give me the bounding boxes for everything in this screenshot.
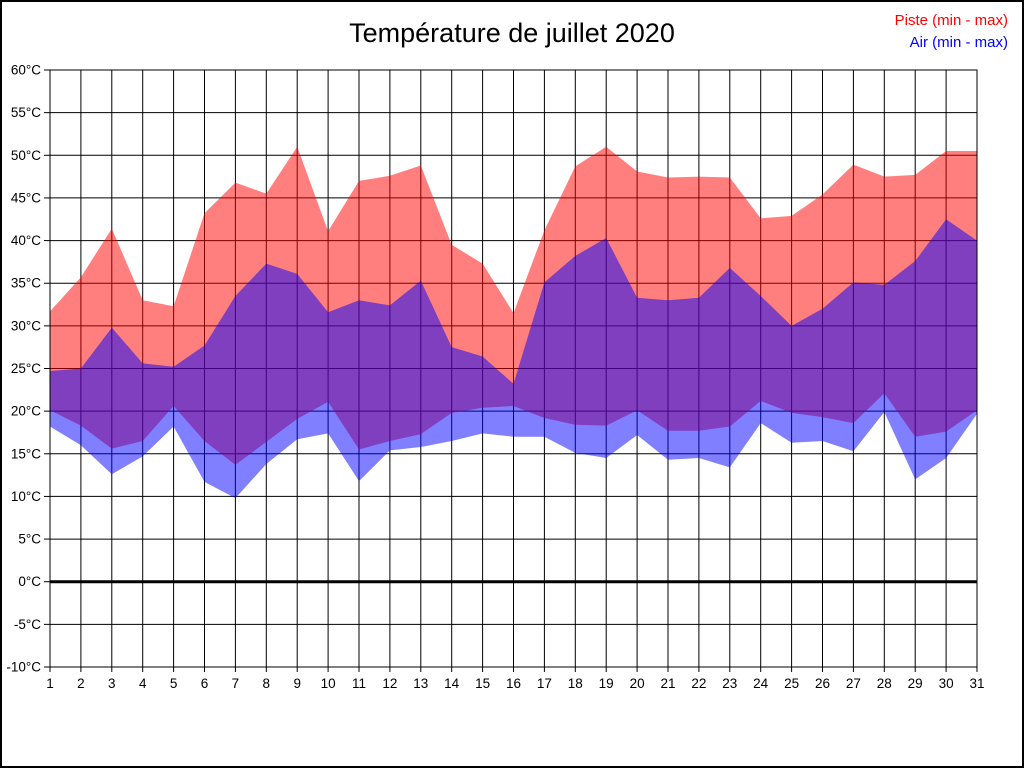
y-tick-label: 20°C [11, 404, 41, 419]
y-tick-label: 25°C [11, 361, 41, 376]
legend: Piste (min - max) Air (min - max) [895, 10, 1008, 54]
y-tick-label: 0°C [18, 574, 41, 589]
y-tick-label: 30°C [11, 318, 41, 333]
x-tick-label: 22 [691, 676, 706, 691]
x-tick-label: 7 [232, 676, 240, 691]
x-tick-label: 2 [77, 676, 85, 691]
x-tick-label: 20 [630, 676, 645, 691]
y-tick-label: -5°C [14, 617, 41, 632]
x-tick-label: 15 [475, 676, 490, 691]
x-tick-label: 26 [815, 676, 830, 691]
x-tick-label: 11 [352, 676, 366, 691]
y-tick-label: 35°C [11, 276, 41, 291]
y-tick-label: 5°C [18, 532, 41, 547]
x-tick-label: 27 [846, 676, 861, 691]
y-tick-label: 40°C [11, 233, 41, 248]
x-tick-label: 24 [753, 676, 769, 691]
x-tick-label: 29 [908, 676, 923, 691]
x-tick-label: 28 [877, 676, 892, 691]
x-tick-label: 12 [382, 676, 397, 691]
y-tick-label: -10°C [6, 660, 41, 675]
y-tick-label: 15°C [11, 446, 41, 461]
x-tick-label: 30 [939, 676, 954, 691]
y-tick-label: 10°C [11, 489, 41, 504]
air-band [50, 219, 977, 499]
x-tick-label: 19 [599, 676, 614, 691]
x-tick-label: 5 [170, 676, 178, 691]
x-tick-label: 4 [139, 676, 147, 691]
x-tick-label: 6 [201, 676, 209, 691]
x-tick-label: 16 [506, 676, 521, 691]
x-tick-label: 8 [263, 676, 271, 691]
y-tick-label: 50°C [11, 148, 41, 163]
x-tick-label: 3 [108, 676, 116, 691]
y-tick-label: 60°C [11, 63, 41, 78]
x-tick-label: 17 [537, 676, 552, 691]
x-tick-label: 10 [321, 676, 336, 691]
legend-item-piste: Piste (min - max) [894, 12, 1008, 29]
y-axis: -10°C -5°C 0°C 5°C 10°C 15°C 20°C 25°C 30°C 35°C 4… [6, 63, 50, 675]
x-tick-label: 14 [444, 676, 460, 691]
x-axis: 1 2 3 4 5 6 7 8 9 10 11 12 13 14 15 16 17 18 19 20 21 22 23 24 2… [46, 667, 985, 691]
legend-item-air: Air (min - max) [909, 34, 1008, 51]
x-tick-label: 13 [413, 676, 428, 691]
x-tick-label: 31 [969, 676, 984, 691]
x-tick-label: 1 [46, 676, 54, 691]
x-tick-label: 18 [568, 676, 583, 691]
chart-title: Température de juillet 2020 [349, 18, 675, 48]
x-tick-label: 23 [722, 676, 737, 691]
x-tick-label: 25 [784, 676, 799, 691]
x-tick-label: 9 [293, 676, 301, 691]
y-tick-label: 55°C [11, 105, 41, 120]
x-tick-label: 21 [660, 676, 675, 691]
y-tick-label: 45°C [11, 190, 41, 205]
